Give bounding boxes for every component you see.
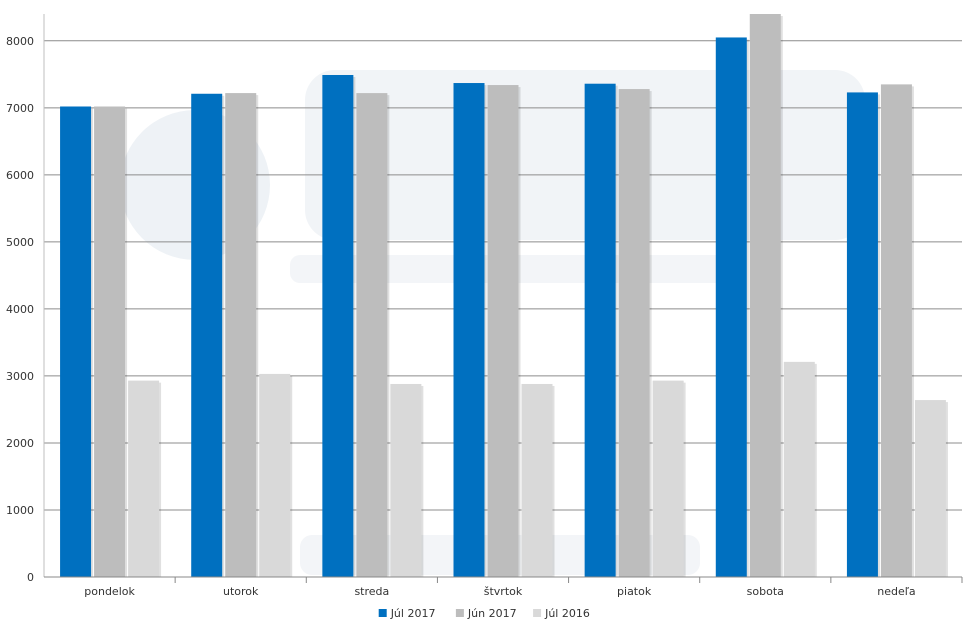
x-tick-label: piatok (617, 585, 652, 598)
bar[interactable] (259, 373, 291, 577)
bars-group (60, 14, 948, 578)
axes-group (43, 14, 962, 578)
bar[interactable] (60, 106, 92, 577)
bar[interactable] (225, 93, 257, 577)
y-tick-label: 4000 (6, 303, 34, 316)
y-tick-label: 8000 (6, 35, 34, 48)
bar[interactable] (487, 85, 519, 578)
y-tick-label: 0 (27, 571, 34, 584)
bar[interactable] (749, 14, 781, 577)
legend-swatch (378, 609, 387, 617)
legend: Júl 2017 Jún 2017 Júl 2016 (378, 607, 590, 620)
legend-label: Júl 2016 (544, 607, 590, 620)
bar[interactable] (521, 383, 553, 577)
bar[interactable] (914, 400, 946, 577)
legend-item[interactable]: Júl 2017 (378, 607, 436, 620)
y-tick-label: 7000 (6, 102, 34, 115)
x-tick-label: streda (354, 585, 389, 598)
legend-item[interactable]: Jún 2017 (455, 607, 517, 620)
y-axis-ticks: 0 1000 2000 3000 4000 5000 6000 7000 8000 (6, 35, 34, 584)
bar[interactable] (128, 380, 160, 577)
y-tick-label: 3000 (6, 370, 34, 383)
bar[interactable] (880, 84, 912, 577)
x-tick-label: utorok (223, 585, 259, 598)
bar[interactable] (584, 83, 616, 577)
bar[interactable] (94, 106, 126, 577)
x-axis-ticks: pondelok utorok streda štvrtok piatok sobota n… (84, 577, 963, 598)
y-tick-label: 6000 (6, 169, 34, 182)
y-tick-label: 2000 (6, 437, 34, 450)
bar[interactable] (618, 89, 650, 578)
legend-label: Júl 2017 (390, 607, 436, 620)
legend-item[interactable]: Júl 2016 (533, 607, 590, 620)
bar[interactable] (715, 37, 747, 578)
x-tick-label: sobota (747, 585, 784, 598)
bar[interactable] (652, 380, 684, 577)
y-tick-label: 5000 (6, 236, 34, 249)
bar[interactable] (783, 361, 815, 577)
x-tick-label: nedeľa (877, 585, 915, 598)
legend-swatch (533, 609, 542, 617)
bar[interactable] (453, 83, 485, 578)
x-tick-label: pondelok (84, 585, 135, 598)
bar[interactable] (846, 92, 878, 578)
legend-label: Jún 2017 (467, 607, 517, 620)
bar[interactable] (356, 93, 388, 577)
bar[interactable] (390, 383, 422, 577)
legend-swatch (455, 609, 464, 617)
y-tick-label: 1000 (6, 504, 34, 517)
bar[interactable] (191, 93, 223, 577)
bar[interactable] (322, 74, 354, 577)
x-tick-label: štvrtok (484, 585, 523, 598)
